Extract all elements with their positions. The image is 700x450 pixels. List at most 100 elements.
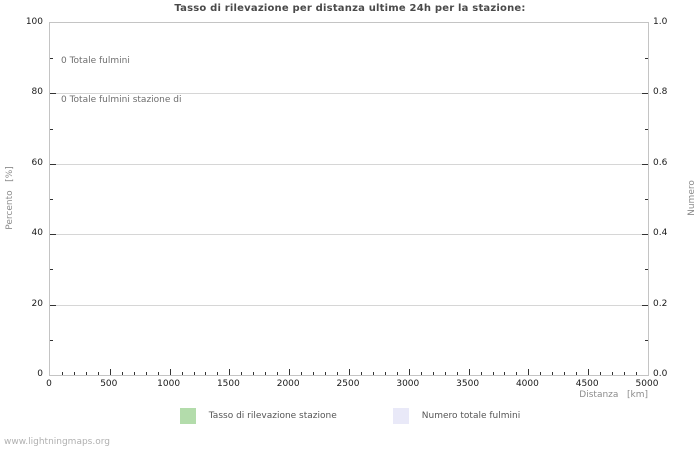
x-tick [445, 372, 446, 375]
x-tick [325, 372, 326, 375]
x-tick [576, 372, 577, 375]
x-tick [493, 372, 494, 375]
x-tick-label: 2500 [336, 379, 360, 389]
x-tick-label: 5000 [635, 379, 659, 389]
y-left-tick [50, 340, 53, 341]
y-left-tick-label: 0 [37, 369, 43, 379]
x-tick [504, 372, 505, 375]
y-left-tick-label: 80 [31, 87, 43, 98]
y-left-tick [50, 58, 53, 59]
x-tick [612, 372, 613, 375]
x-tick [636, 372, 637, 375]
x-tick [373, 372, 374, 375]
x-tick [349, 369, 350, 375]
annotation-block: 0 Totale fulmini 0 Totale fulmini stazio… [61, 29, 182, 133]
x-tick [158, 372, 159, 375]
y-left-tick-label: 20 [31, 298, 43, 309]
legend-swatch [392, 408, 409, 424]
x-tick [217, 372, 218, 375]
x-tick [182, 372, 183, 375]
x-tick [194, 372, 195, 375]
x-tick [62, 372, 63, 375]
y-right-tick [645, 199, 648, 200]
x-tick-label: 1500 [216, 379, 240, 389]
x-tick-label: 3000 [396, 379, 420, 389]
plot-area: 0 Totale fulmini 0 Totale fulmini stazio… [49, 22, 649, 376]
legend-swatch [179, 408, 196, 424]
y-right-tick [642, 305, 648, 306]
x-tick [385, 372, 386, 375]
x-tick [540, 372, 541, 375]
x-tick [170, 369, 171, 375]
y-left-tick [50, 93, 56, 94]
x-tick [122, 372, 123, 375]
y-left-tick [50, 234, 56, 235]
x-tick [134, 372, 135, 375]
legend-item-total-strikes: Numero totale fulmini [392, 408, 521, 424]
x-tick [516, 372, 517, 375]
x-tick [481, 372, 482, 375]
legend-label: Numero totale fulmini [421, 411, 521, 421]
x-tick [74, 372, 75, 375]
y-right-tick [642, 93, 648, 94]
x-tick [624, 372, 625, 375]
x-tick [229, 369, 230, 375]
x-tick [588, 369, 589, 375]
y-left-tick [50, 129, 53, 130]
y-right-tick [645, 129, 648, 130]
x-tick [409, 369, 410, 375]
legend: Tasso di rilevazione stazione Numero tot… [0, 408, 700, 424]
x-tick-label: 2000 [276, 379, 300, 389]
x-tick [277, 372, 278, 375]
y-right-tick [642, 234, 648, 235]
x-tick [110, 369, 111, 375]
annotation-total-strikes-station: 0 Totale fulmini stazione di [61, 95, 182, 105]
x-tick [289, 369, 290, 375]
watermark-link: www.lightningmaps.org [4, 437, 110, 447]
gridline [50, 305, 648, 306]
x-tick [205, 372, 206, 375]
legend-item-detection-rate: Tasso di rilevazione stazione [179, 408, 337, 424]
y-right-tick [645, 340, 648, 341]
y-left-tick [50, 164, 56, 165]
x-tick-label: 4500 [575, 379, 599, 389]
x-axis-label: Distanza [km] [579, 390, 648, 400]
y-right-tick-label: 0.8 [653, 87, 668, 98]
chart-title: Tasso di rilevazione per distanza ultime… [174, 3, 526, 14]
gridline [50, 234, 648, 235]
y-right-tick-label: 0.0 [653, 369, 668, 379]
gridline [50, 93, 648, 94]
x-tick [361, 372, 362, 375]
x-tick [98, 372, 99, 375]
y-left-tick-label: 40 [31, 228, 43, 239]
y-right-tick-label: 0.4 [653, 228, 668, 239]
x-tick [600, 372, 601, 375]
y-left-tick [50, 305, 56, 306]
x-tick [241, 372, 242, 375]
x-tick [265, 372, 266, 375]
y-axis-label-left: Percento [%] [5, 166, 15, 230]
y-axis-label-right: Numero [687, 180, 697, 216]
gridline [50, 164, 648, 165]
x-tick [433, 372, 434, 375]
x-tick [528, 369, 529, 375]
y-right-tick-label: 0.2 [653, 298, 668, 309]
x-tick [564, 372, 565, 375]
y-left-tick-label: 60 [31, 157, 43, 168]
x-tick-label: 3500 [456, 379, 480, 389]
x-tick [313, 372, 314, 375]
x-tick-label: 0 [46, 379, 52, 389]
y-left-tick-label: 100 [25, 17, 43, 27]
y-right-tick-label: 1.0 [653, 17, 668, 27]
x-tick-label: 1000 [157, 379, 181, 389]
annotation-total-strikes: 0 Totale fulmini [61, 56, 130, 66]
x-tick [301, 372, 302, 375]
x-tick-label: 500 [100, 379, 118, 389]
x-tick [457, 372, 458, 375]
y-left-tick [50, 199, 53, 200]
y-right-tick [642, 164, 648, 165]
x-tick [397, 372, 398, 375]
x-tick [337, 372, 338, 375]
x-tick [146, 372, 147, 375]
